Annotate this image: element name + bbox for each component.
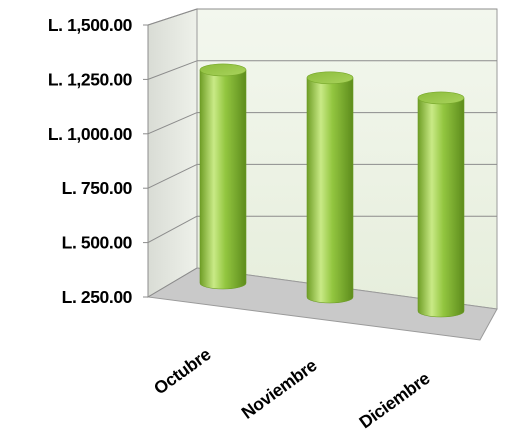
y-axis-ticks: L. 250.00 L. 500.00 L. 750.00 L. 1,000.00 L.… bbox=[48, 15, 148, 307]
gridline-side bbox=[147, 163, 198, 189]
gridline-side bbox=[147, 8, 198, 26]
bar-noviembre bbox=[306, 71, 354, 304]
bar-body bbox=[199, 69, 247, 290]
gridline-side bbox=[147, 60, 198, 80]
y-tick-label: L. 500.00 bbox=[62, 233, 133, 253]
y-tick-label: L. 1,000.00 bbox=[48, 124, 133, 144]
bars bbox=[199, 63, 465, 318]
x-category-label: Noviembre bbox=[238, 355, 321, 423]
chart-side-wall bbox=[147, 8, 198, 298]
gridline-side bbox=[147, 267, 198, 298]
x-axis-labels: Octubre Noviembre Diciembre bbox=[150, 344, 434, 433]
bar-top-cap bbox=[306, 71, 354, 85]
bar-octubre bbox=[199, 63, 247, 290]
y-tick-label: L. 750.00 bbox=[62, 178, 133, 198]
x-category-label: Diciembre bbox=[355, 368, 433, 433]
bar-top-cap bbox=[199, 63, 247, 77]
bar-body bbox=[306, 77, 354, 304]
x-category-label: Octubre bbox=[150, 344, 215, 399]
bar-diciembre bbox=[417, 91, 465, 318]
bar-top-cap bbox=[417, 91, 465, 105]
gridline-side bbox=[147, 112, 198, 135]
gridline-side bbox=[147, 215, 198, 244]
y-tick-label: L. 1,250.00 bbox=[48, 69, 133, 89]
y-tick-label: L. 250.00 bbox=[62, 287, 133, 307]
y-tick-label: L. 1,500.00 bbox=[48, 15, 133, 35]
bar-body bbox=[417, 97, 465, 318]
